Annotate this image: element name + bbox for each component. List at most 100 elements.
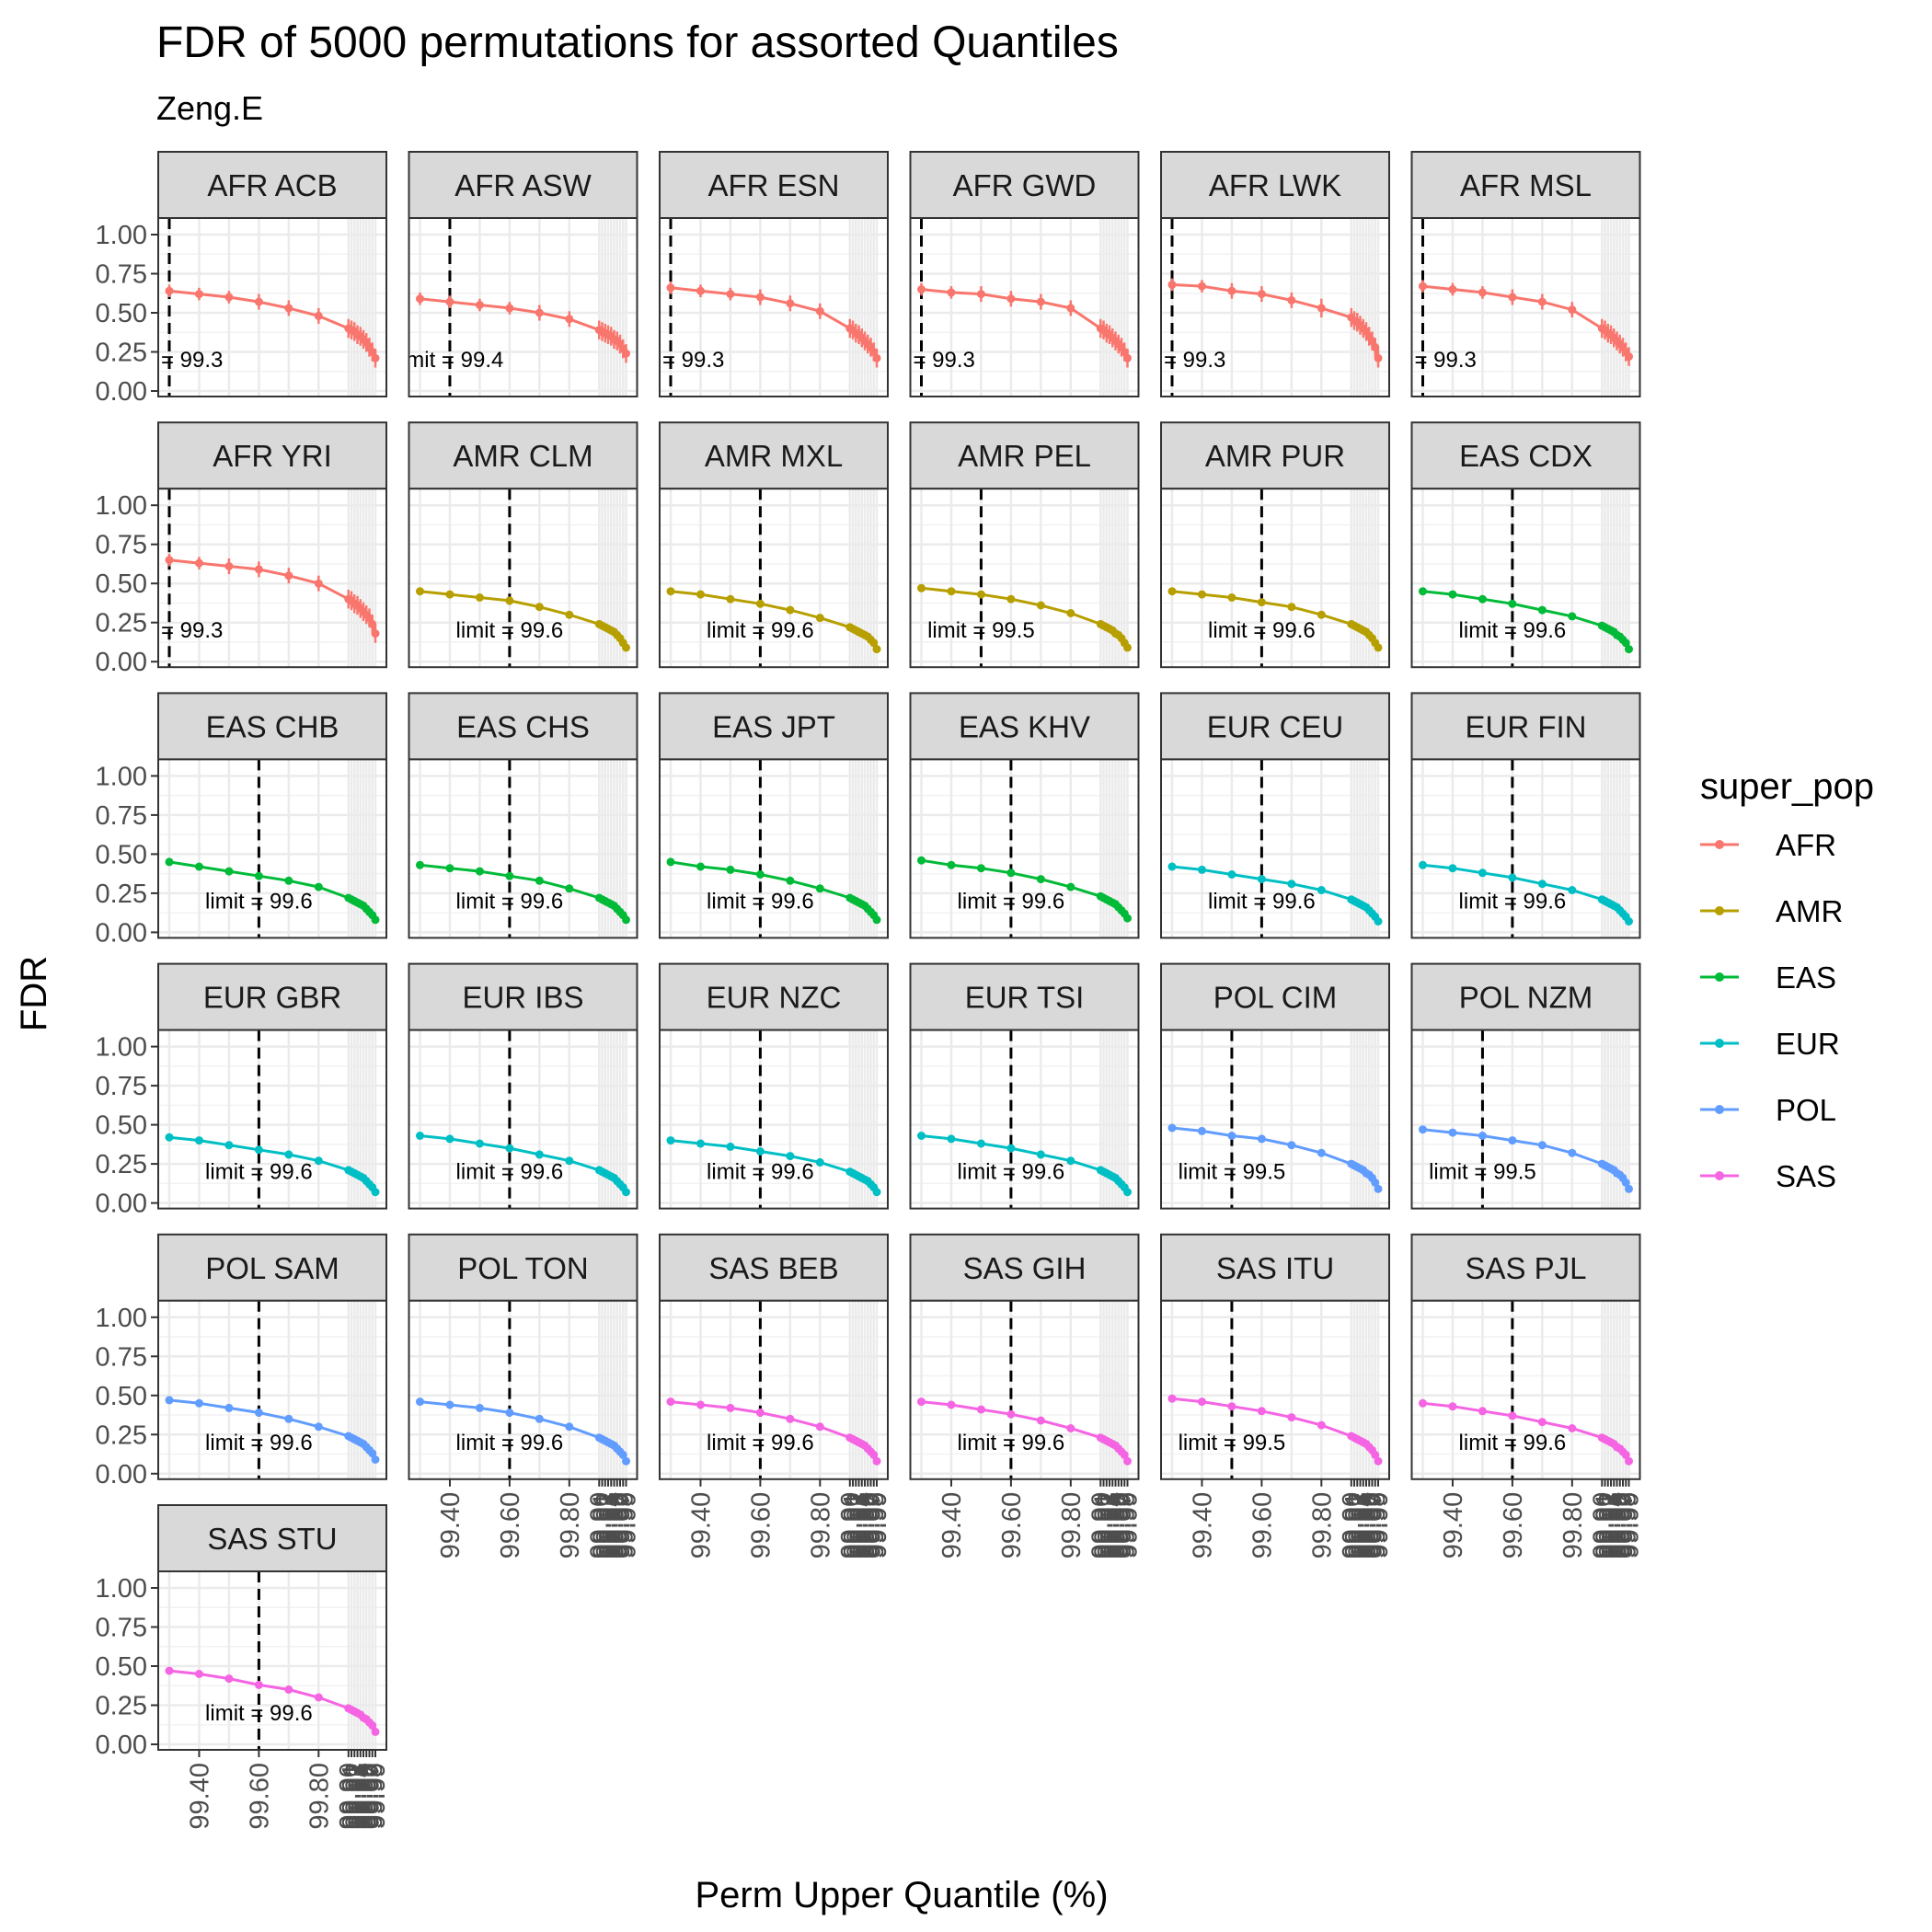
- panel-border: [1410, 1029, 1641, 1210]
- panel-body: limit = 99.6: [1410, 758, 1641, 939]
- facet-label: AFR GWD: [953, 168, 1097, 202]
- x-tick-label: 99.97: [356, 1763, 385, 1830]
- data-point: [1123, 914, 1132, 923]
- facet-label: AMR MXL: [705, 439, 843, 473]
- panel-body: limit = 99.6: [408, 758, 638, 939]
- data-point: [1257, 1407, 1266, 1416]
- data-point: [165, 1396, 174, 1405]
- data-point: [1227, 1132, 1236, 1140]
- limit-label: limit = 99.6: [205, 1160, 313, 1185]
- limit-label: limit = 99.6: [707, 618, 814, 643]
- x-tick-label: 99.60: [1499, 1492, 1528, 1559]
- y-tick-label: 0.25: [96, 339, 147, 368]
- data-point: [1621, 638, 1630, 648]
- data-point: [254, 871, 263, 880]
- data-point: [1317, 1148, 1326, 1157]
- data-point: [1036, 297, 1045, 306]
- facet-strip: [1160, 692, 1390, 761]
- data-point: [1287, 1413, 1296, 1422]
- data-point: [947, 587, 956, 596]
- x-tick-label: 99.95: [851, 1492, 880, 1559]
- facet-label: EAS JPT: [712, 709, 835, 743]
- data-point: [872, 1188, 881, 1197]
- data-point: [1167, 1123, 1177, 1133]
- data-point: [872, 353, 881, 362]
- limit-label: limit = 99.5: [1179, 1160, 1286, 1185]
- limit-label: limit = 99.3: [617, 348, 725, 373]
- data-point: [371, 915, 380, 925]
- data-point: [1568, 1148, 1577, 1157]
- y-tick-label: 0.75: [96, 1342, 147, 1372]
- y-tick-label: 1.00: [96, 1574, 147, 1604]
- facet-strip: [1410, 962, 1641, 1031]
- data-point: [371, 1455, 380, 1464]
- data-point: [314, 882, 323, 891]
- data-point: [976, 1139, 985, 1148]
- data-point: [505, 871, 514, 880]
- data-point: [1167, 862, 1177, 871]
- facet-panel: EUR GBR limit = 99.6 0.00 0.25 0.50 0.75 1.00: [96, 962, 387, 1219]
- panel-border: [1160, 758, 1390, 939]
- facet-strip: [909, 1233, 1140, 1302]
- data-point: [947, 1400, 956, 1409]
- x-tick-label: 99.90: [1338, 1492, 1367, 1559]
- data-point: [1371, 1179, 1380, 1187]
- x-tick-label: 99.40: [686, 1492, 716, 1559]
- data-point: [1317, 1420, 1326, 1430]
- legend-title: super_pop: [1700, 766, 1874, 807]
- data-point: [872, 1456, 881, 1466]
- y-tick-label: 0.75: [96, 1072, 147, 1101]
- panel-border: [157, 488, 387, 669]
- x-tick-label: 99.99: [1364, 1492, 1394, 1559]
- data-point: [755, 870, 765, 879]
- data-point: [666, 587, 675, 596]
- x-tick-label: 99.40: [937, 1492, 967, 1559]
- y-tick-label: 1.00: [96, 762, 147, 791]
- data-point: [1537, 1141, 1547, 1150]
- x-tick-label: 99.95: [1604, 1492, 1633, 1559]
- data-point: [1371, 1450, 1380, 1459]
- data-point: [1257, 598, 1266, 607]
- x-tick-label: 99.95: [1102, 1492, 1132, 1559]
- x-tick-label: 99.94: [1600, 1492, 1629, 1559]
- facet-panel: AFR ASW limit = 99.4: [408, 151, 638, 397]
- facet-panel: POL TON limit = 99.6 99.40 99.60 99.80 99.909…: [408, 1233, 642, 1559]
- y-tick-label: 0.25: [96, 1150, 147, 1179]
- legend-entry: POL: [1700, 1093, 1836, 1127]
- limit-label: limit = 99.6: [707, 1160, 814, 1185]
- panel-body: limit = 99.6 99.40 99.60 99.80 99.9099.9199.…: [408, 1299, 642, 1559]
- panel-body: limit = 99.6 0.00 0.25 0.50 0.75 1.00: [96, 1299, 387, 1489]
- data-point: [1287, 295, 1296, 305]
- limit-label: limit = 99.6: [1459, 889, 1567, 914]
- panel-body: limit = 99.6: [1160, 488, 1390, 669]
- data-point: [947, 288, 956, 297]
- facet-panel: AMR PEL limit = 99.5: [909, 421, 1140, 669]
- data-point: [1508, 599, 1517, 608]
- data-point: [917, 856, 926, 865]
- data-point: [1066, 609, 1075, 617]
- x-tick-label: 99.98: [1110, 1492, 1140, 1559]
- data-point: [696, 590, 705, 599]
- data-point: [1120, 1450, 1129, 1459]
- panel-border: [408, 758, 638, 939]
- data-point: [1197, 1126, 1206, 1135]
- panel-border: [157, 758, 387, 939]
- data-point: [284, 1150, 293, 1159]
- x-tick-label: 99.40: [436, 1492, 466, 1559]
- x-tick-label: 99.90: [836, 1492, 866, 1559]
- x-tick-label: 99.94: [1350, 1492, 1379, 1559]
- panel-border: [909, 1299, 1140, 1480]
- data-point: [815, 1422, 824, 1432]
- data-point: [1508, 293, 1517, 302]
- data-point: [416, 1132, 424, 1140]
- data-point: [1508, 873, 1517, 882]
- x-tick-label: 99.95: [1352, 1492, 1382, 1559]
- data-point: [976, 290, 985, 299]
- panel-body: limit = 99.6 0.00 0.25 0.50 0.75 1.00: [96, 758, 387, 948]
- panel-body: limit = 99.6: [1410, 488, 1641, 669]
- legend-entry: AFR: [1700, 828, 1836, 862]
- x-tick-label: 99.98: [1362, 1492, 1391, 1559]
- data-point: [1317, 610, 1326, 619]
- data-point: [314, 1693, 323, 1702]
- x-tick-label: 99.40: [185, 1763, 214, 1830]
